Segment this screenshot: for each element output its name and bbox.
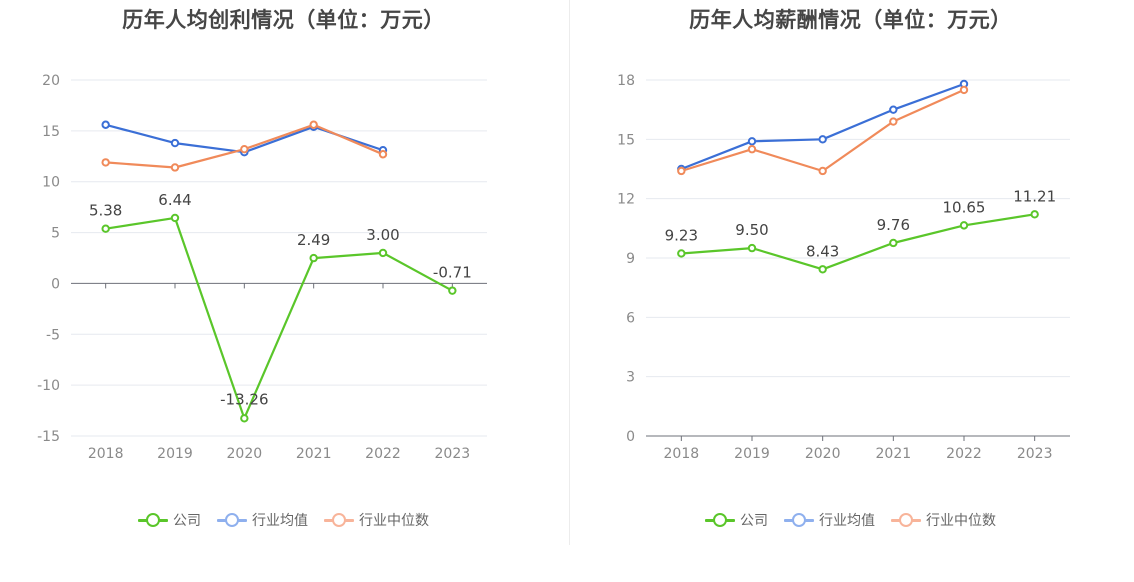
series-line	[105, 216, 453, 420]
legend-line-icon	[705, 513, 735, 527]
series-line	[680, 88, 965, 173]
y-tick-label: -15	[37, 429, 60, 445]
x-tick-label: 2023	[435, 446, 471, 462]
chart-title: 历年人均创利情况（单位：万元）	[122, 8, 445, 32]
x-tick-label: 2020	[227, 446, 263, 462]
legend-item-industry-avg[interactable]: 行业均值	[217, 510, 308, 530]
series-line	[681, 213, 1035, 271]
y-tick-label: 3	[626, 370, 635, 386]
data-label: 9.76	[877, 216, 910, 234]
legend-item-industry-median[interactable]: 行业中位数	[324, 510, 429, 530]
data-point	[959, 221, 969, 230]
y-tick-label: 20	[42, 73, 60, 89]
panel-divider	[569, 0, 570, 545]
legend-label: 行业中位数	[926, 513, 996, 529]
data-point	[378, 150, 388, 159]
data-point	[101, 120, 110, 129]
legend: 公司 行业均值 行业中位数	[567, 510, 1134, 530]
legend-item-industry-median[interactable]: 行业中位数	[891, 510, 996, 530]
data-point	[818, 135, 827, 144]
x-tick-label: 2020	[805, 446, 841, 462]
data-label: -13.26	[220, 390, 268, 408]
data-label: 11.21	[1013, 187, 1056, 205]
data-point	[1030, 210, 1039, 219]
data-point	[101, 224, 110, 233]
y-tick-label: 15	[42, 124, 60, 140]
chart-title: 历年人均薪酬情况（单位：万元）	[689, 8, 1012, 32]
data-point	[170, 138, 180, 148]
y-tick-label: -10	[37, 378, 60, 394]
data-label: 8.43	[806, 242, 839, 260]
x-tick-label: 2022	[946, 446, 982, 462]
data-point	[170, 163, 180, 172]
data-point	[889, 105, 898, 114]
legend-line-icon	[217, 513, 247, 527]
x-tick-label: 2018	[664, 446, 700, 462]
legend-label: 行业中位数	[359, 513, 429, 529]
y-tick-label: 0	[626, 429, 635, 445]
data-point	[309, 253, 318, 263]
data-point	[959, 85, 969, 95]
y-tick-label: -5	[46, 327, 60, 343]
data-point	[747, 243, 757, 253]
data-label: 10.65	[943, 198, 986, 216]
data-label: 9.23	[665, 226, 698, 244]
data-point	[378, 248, 388, 258]
y-tick-label: 15	[617, 132, 635, 148]
data-point	[747, 145, 757, 154]
legend-line-icon	[138, 513, 168, 527]
chart-panel-profit: 历年人均创利情况（单位：万元） -15 -10 -5 0 5 10 15 20 2018 2019…	[0, 8, 567, 530]
data-label: -0.71	[433, 264, 472, 282]
data-point	[170, 213, 180, 223]
series-line	[680, 82, 965, 171]
y-tick-label: 12	[617, 192, 635, 208]
y-tick-label: 0	[51, 276, 60, 292]
data-point	[309, 120, 318, 129]
legend: 公司 行业均值 行业中位数	[0, 510, 567, 530]
line-chart-salary: 0 3 6 9 12 15 18 2018 2019 2020 2021 2022 2023 9.23 9.…	[617, 73, 1070, 462]
data-point	[101, 158, 110, 167]
y-tick-label: 5	[51, 226, 60, 242]
x-tick-label: 2018	[88, 446, 124, 462]
x-tick-label: 2023	[1017, 446, 1053, 462]
data-point	[240, 414, 249, 423]
legend-item-company[interactable]: 公司	[705, 510, 768, 530]
legend-label: 公司	[173, 513, 201, 529]
legend-line-icon	[891, 513, 921, 527]
legend-item-industry-avg[interactable]: 行业均值	[784, 510, 875, 530]
legend-line-icon	[324, 513, 354, 527]
y-tick-label: 10	[42, 175, 60, 191]
data-label: 5.38	[89, 202, 122, 220]
data-point	[889, 238, 898, 248]
data-point	[889, 117, 898, 126]
data-label: 2.49	[297, 231, 330, 249]
data-point	[448, 286, 457, 295]
x-tick-label: 2021	[876, 446, 912, 462]
y-tick-label: 18	[617, 73, 635, 89]
legend-label: 行业均值	[819, 513, 875, 529]
data-point	[677, 166, 686, 176]
y-tick-label: 9	[626, 251, 635, 267]
line-chart-profit: -15 -10 -5 0 5 10 15 20 2018 2019 2020 2021 2022 2023…	[37, 73, 487, 462]
legend-item-company[interactable]: 公司	[138, 510, 201, 530]
data-point	[818, 265, 827, 274]
x-tick-label: 2021	[296, 446, 332, 462]
data-point	[818, 166, 827, 176]
legend-label: 公司	[740, 513, 768, 529]
x-tick-label: 2019	[157, 446, 193, 462]
x-tick-label: 2022	[365, 446, 401, 462]
legend-label: 行业均值	[252, 513, 308, 529]
y-tick-label: 6	[626, 310, 635, 326]
data-point	[677, 249, 686, 258]
legend-line-icon	[784, 513, 814, 527]
data-label: 9.50	[735, 221, 768, 239]
data-point	[240, 144, 249, 154]
x-tick-label: 2019	[734, 446, 770, 462]
chart-panel-salary: 历年人均薪酬情况（单位：万元） 0 3 6 9 12 15 18 2018 2019 2020 20…	[567, 0, 1134, 582]
data-point	[747, 137, 757, 146]
data-label: 6.44	[158, 191, 191, 209]
data-label: 3.00	[366, 226, 399, 244]
